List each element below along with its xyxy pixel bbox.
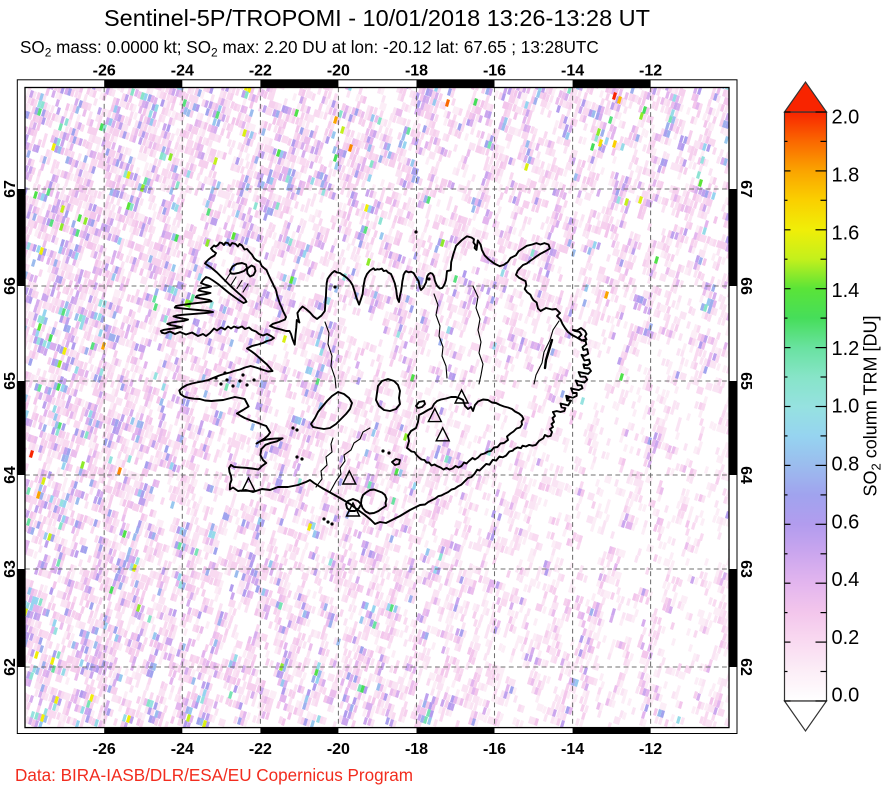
svg-text:-12: -12 (639, 63, 662, 80)
svg-text:-18: -18 (405, 741, 428, 758)
svg-text:-18: -18 (405, 63, 428, 80)
svg-text:-22: -22 (249, 63, 272, 80)
svg-text:67: 67 (737, 180, 754, 198)
svg-text:1.6: 1.6 (832, 222, 860, 244)
svg-text:-26: -26 (93, 741, 116, 758)
svg-text:1.0: 1.0 (832, 396, 860, 418)
svg-text:62: 62 (2, 658, 19, 676)
svg-text:0.0: 0.0 (832, 685, 860, 707)
svg-text:-14: -14 (561, 63, 584, 80)
svg-text:0.2: 0.2 (832, 627, 860, 649)
svg-text:-16: -16 (483, 63, 506, 80)
svg-text:-20: -20 (327, 741, 350, 758)
svg-text:0.6: 0.6 (832, 511, 860, 533)
svg-text:66: 66 (737, 277, 754, 295)
svg-text:-16: -16 (483, 741, 506, 758)
svg-text:SO2 mass: 0.0000 kt; SO2 max:: SO2 mass: 0.0000 kt; SO2 max: 2.20 DU at… (20, 38, 599, 60)
svg-text:66: 66 (2, 277, 19, 295)
svg-text:-14: -14 (561, 741, 584, 758)
svg-text:-24: -24 (171, 741, 194, 758)
svg-text:65: 65 (737, 372, 754, 390)
svg-text:-26: -26 (93, 63, 116, 80)
svg-text:0.8: 0.8 (832, 454, 860, 476)
svg-text:1.2: 1.2 (832, 338, 860, 360)
svg-text:2.0: 2.0 (832, 107, 860, 129)
svg-text:64: 64 (2, 466, 19, 484)
svg-text:64: 64 (737, 466, 754, 484)
svg-text:67: 67 (2, 180, 19, 198)
svg-text:-20: -20 (327, 63, 350, 80)
svg-text:1.4: 1.4 (832, 280, 860, 302)
svg-text:Sentinel-5P/TROPOMI - 10/01/20: Sentinel-5P/TROPOMI - 10/01/2018 13:26-1… (104, 5, 650, 31)
svg-text:1.8: 1.8 (832, 165, 860, 187)
svg-text:63: 63 (2, 560, 19, 578)
svg-text:Data: BIRA-IASB/DLR/ESA/EU Cop: Data: BIRA-IASB/DLR/ESA/EU Copernicus Pr… (15, 766, 413, 785)
svg-text:65: 65 (2, 372, 19, 390)
svg-text:0.4: 0.4 (832, 569, 860, 591)
svg-text:-12: -12 (639, 741, 662, 758)
svg-text:-22: -22 (249, 741, 272, 758)
svg-text:62: 62 (737, 658, 754, 676)
svg-text:63: 63 (737, 560, 754, 578)
svg-text:-24: -24 (171, 63, 194, 80)
